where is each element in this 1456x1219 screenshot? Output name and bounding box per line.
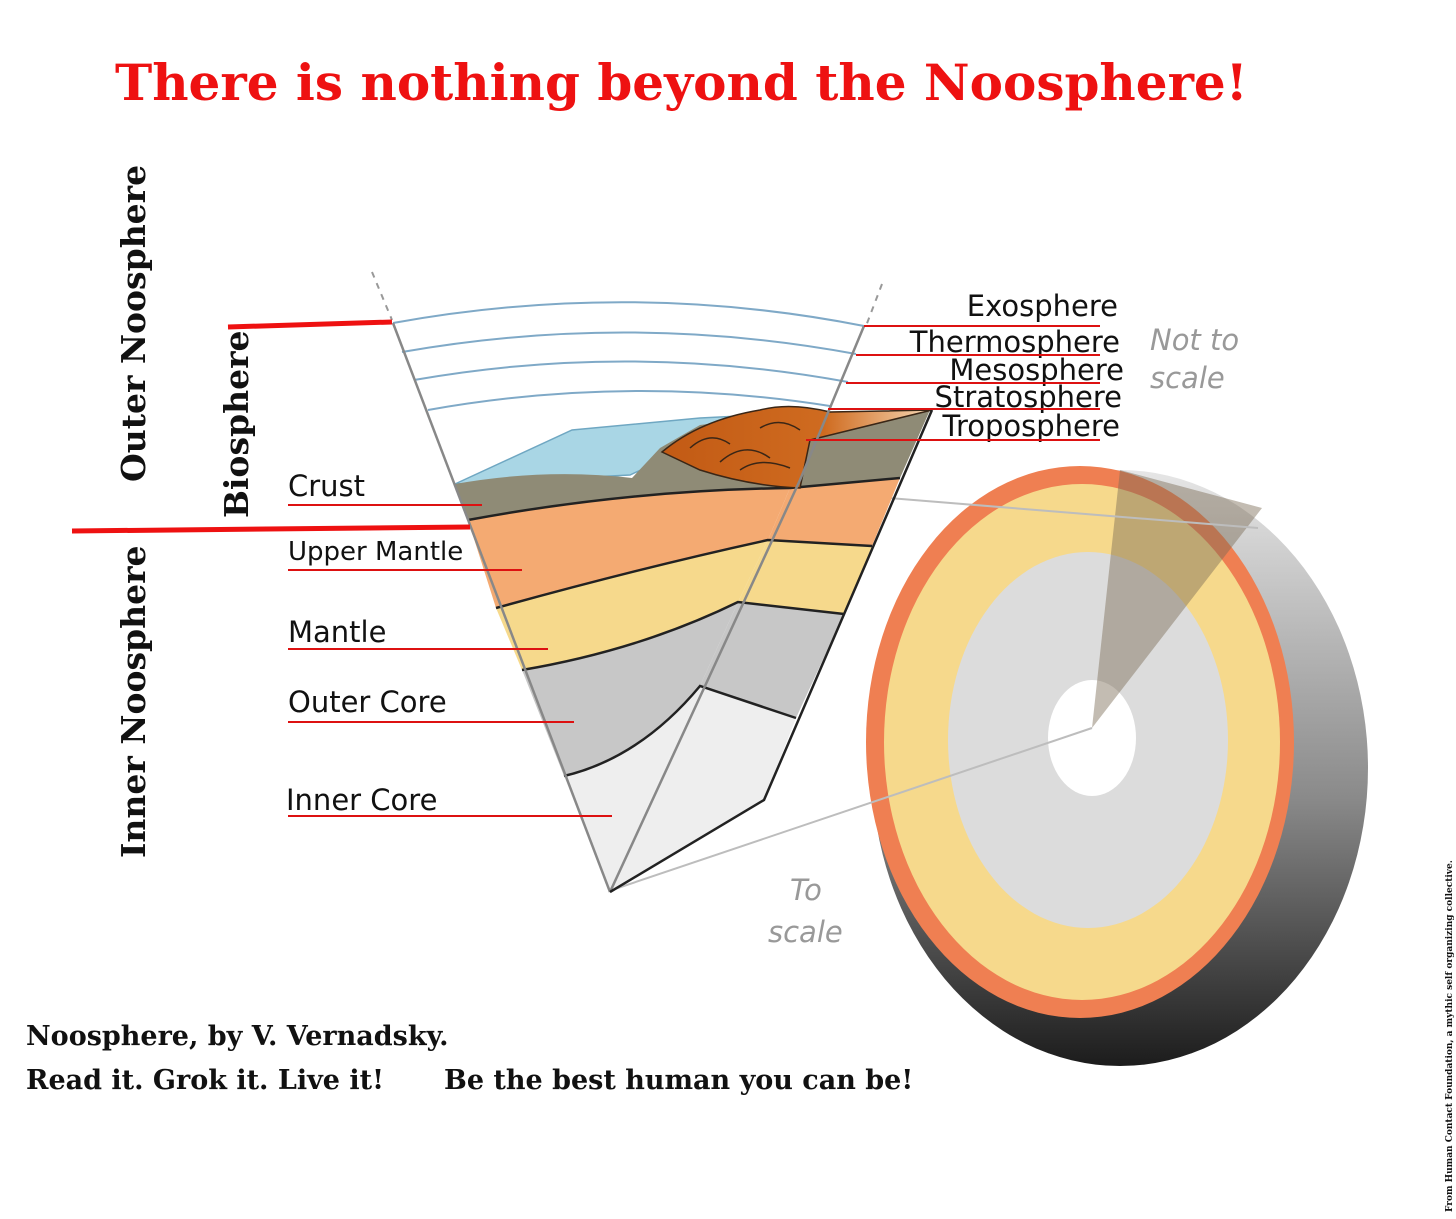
label-upper-mantle: Upper Mantle (288, 537, 463, 567)
mantle-side (738, 540, 872, 614)
outer-core-front (522, 602, 738, 776)
boundary-outer-core (563, 684, 797, 778)
mountain-ridges (689, 421, 801, 471)
thermosphere-arc (401, 331, 857, 355)
label-exosphere: Exosphere (967, 289, 1118, 323)
boundary-upper-mantle (495, 538, 873, 610)
label-crust: Crust (288, 469, 365, 503)
note-not-to-scale-1: Not to (1150, 323, 1239, 357)
globe-inner-core (1048, 680, 1136, 796)
earth-globe (611, 466, 1368, 1066)
atmosphere-labels: Exosphere Thermosphere Mesosphere Strato… (806, 289, 1124, 443)
mesosphere-arc (413, 360, 849, 383)
label-mantle: Mantle (288, 615, 386, 649)
wedge-edge-left (391, 322, 612, 893)
noosphere-divider-marker (71, 524, 471, 534)
footer-line-2a: Read it. Grok it. Live it! (26, 1065, 384, 1096)
footer-line-2b: Be the best human you can be! (444, 1065, 913, 1096)
footer-line-1: Noosphere, by V. Vernadsky. (26, 1021, 449, 1052)
note-to-scale-2: scale (768, 915, 843, 949)
wedge-edge-right (609, 409, 934, 894)
label-biosphere: Biosphere (217, 331, 256, 518)
projection-line-bottom (611, 727, 1093, 891)
interior-labels: Crust Upper Mantle Mantle Outer Core Inn… (286, 469, 612, 817)
label-inner-noosphere: Inner Noosphere (114, 545, 153, 858)
stratosphere-arc (427, 389, 831, 411)
page-title: There is nothing beyond the Noosphere! (115, 53, 1248, 112)
boundary-crust (467, 476, 901, 522)
earth-wedge (371, 271, 934, 894)
inner-core-side (610, 686, 796, 892)
exosphere-arc (392, 301, 865, 327)
wedge-guide-right (865, 283, 883, 327)
credit-text: From Human Contact Foundation, a mythic … (1445, 860, 1455, 1212)
mountain (660, 405, 933, 489)
upper-mantle-front (468, 488, 790, 608)
label-troposphere: Troposphere (942, 409, 1121, 443)
note-not-to-scale-2: scale (1150, 361, 1225, 395)
globe-wedge-cut (1092, 470, 1262, 728)
label-mesosphere: Mesosphere (949, 353, 1124, 387)
label-thermosphere: Thermosphere (909, 325, 1120, 359)
outer-core-side (700, 602, 844, 718)
note-to-scale-1: To (790, 873, 822, 907)
upper-mantle-side (768, 478, 900, 546)
mantle-front (496, 540, 768, 670)
wedge-edge-middle (608, 325, 866, 893)
inner-core-front (564, 686, 700, 892)
label-outer-core: Outer Core (288, 685, 447, 719)
boundary-mantle (521, 600, 845, 672)
label-inner-core: Inner Core (286, 783, 437, 817)
wedge-guide-left (371, 271, 393, 321)
label-outer-noosphere: Outer Noosphere (114, 165, 153, 482)
biosphere-top-marker (227, 319, 393, 330)
